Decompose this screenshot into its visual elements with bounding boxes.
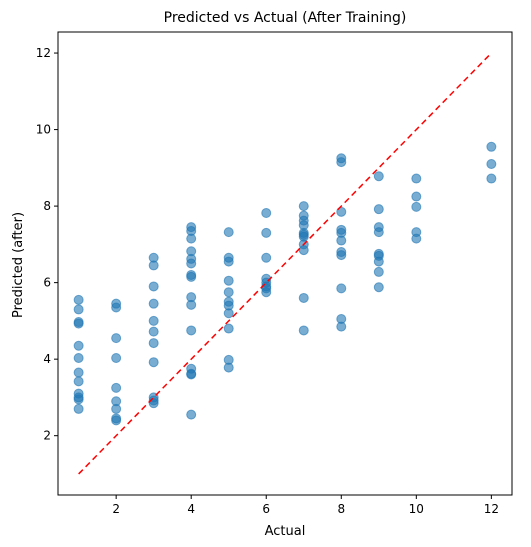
x-axis-label: Actual [265,524,306,539]
data-point [73,353,84,364]
data-point [261,227,272,238]
y-tick-label: 4 [43,352,51,366]
data-point [261,252,272,263]
data-point [223,362,234,373]
x-tick-label: 2 [112,502,120,516]
y-tick-label: 12 [36,46,51,60]
data-point [486,173,497,184]
data-point [73,394,84,405]
data-point [148,398,159,409]
data-point [186,299,197,310]
data-point [223,256,234,267]
data-point [186,271,197,282]
points-layer [73,141,497,426]
plot-frame [57,31,513,496]
y-tick-label: 10 [36,123,51,137]
data-point [223,275,234,286]
data-point [73,376,84,387]
data-point [73,304,84,315]
data-point [486,141,497,152]
data-point [73,340,84,351]
x-tick-label: 4 [187,502,195,516]
data-point [148,338,159,349]
data-point [73,367,84,378]
data-point [223,308,234,319]
data-point [373,282,384,293]
data-point [148,298,159,309]
data-point [186,409,197,420]
data-point [111,415,122,426]
data-point [148,357,159,368]
data-point [298,292,309,303]
x-tick-label: 10 [409,502,424,516]
data-point [111,353,122,364]
data-point [111,403,122,414]
data-point [223,227,234,238]
y-tick-label: 2 [43,429,51,443]
data-point [298,245,309,256]
data-point [411,201,422,212]
x-tick-label: 6 [262,502,270,516]
data-point [148,315,159,326]
data-point [336,321,347,332]
data-point [486,159,497,170]
data-point [111,333,122,344]
data-point [411,173,422,184]
x-tick-label: 8 [337,502,345,516]
chart-title: Predicted vs Actual (After Training) [164,10,407,26]
data-point [186,258,197,269]
data-point [336,206,347,217]
data-point [336,157,347,168]
data-point [411,233,422,244]
data-point [336,250,347,261]
data-point [261,207,272,218]
x-tick-label: 12 [484,502,499,516]
data-point [186,369,197,380]
data-point [73,294,84,305]
data-point [148,260,159,271]
data-point [373,256,384,267]
data-point [111,302,122,313]
data-point [186,325,197,336]
data-point [336,235,347,246]
y-axis-label: Predicted (after) [11,212,26,318]
data-point [148,326,159,337]
data-point [411,191,422,202]
data-point [186,233,197,244]
y-tick-label: 6 [43,276,51,290]
data-point [223,287,234,298]
data-point [111,382,122,393]
y-axis-ticks: 2 4 6 8 10 12 [36,46,58,443]
data-point [373,204,384,215]
data-point [298,201,309,212]
data-point [73,403,84,414]
data-point [148,281,159,292]
data-point [261,287,272,298]
data-point [336,283,347,294]
data-point [373,227,384,238]
x-axis-ticks: 2 4 6 8 10 12 [112,495,499,516]
data-point [298,325,309,336]
data-point [73,318,84,329]
identity-reference-line [78,52,492,475]
data-point [373,171,384,182]
data-point [373,266,384,277]
y-tick-label: 8 [43,199,51,213]
data-point [223,323,234,334]
